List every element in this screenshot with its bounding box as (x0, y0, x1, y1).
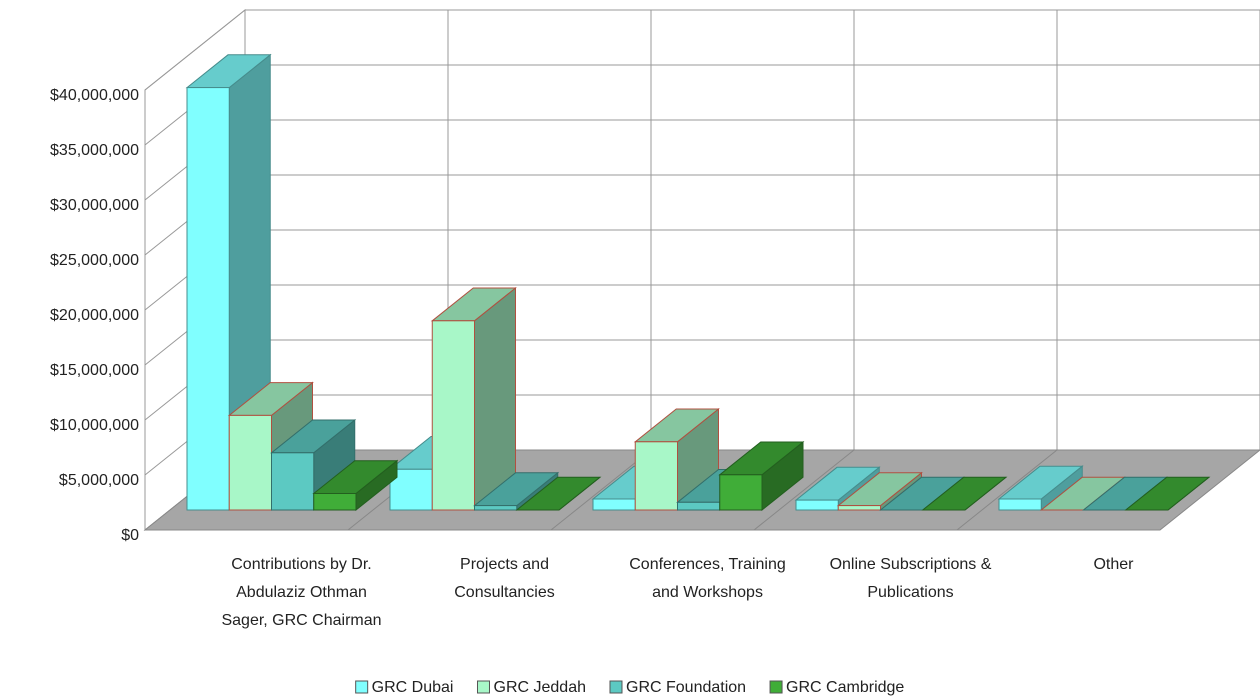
bar (312, 459, 399, 512)
y-tick-label: $40,000,000 (50, 87, 139, 104)
bar-front (431, 320, 475, 511)
legend-swatch (769, 680, 783, 694)
y-tick-label: $0 (121, 527, 139, 544)
floor-line (550, 449, 652, 531)
bar-front (677, 501, 721, 511)
bar (836, 471, 923, 512)
bar (515, 476, 602, 511)
y-tick-label: $25,000,000 (50, 252, 139, 269)
bar-front (795, 499, 839, 511)
x-tick-label: Online Subscriptions & Publications (829, 556, 992, 601)
bar (1124, 476, 1211, 511)
bar-front (186, 87, 230, 511)
x-tick-label: Other (1093, 556, 1134, 573)
grid-line (144, 9, 1260, 91)
y-tick-label: $10,000,000 (50, 417, 139, 434)
bar-top (1124, 476, 1211, 511)
bar-front (271, 452, 315, 511)
legend-label: GRC Cambridge (786, 679, 904, 696)
bar (921, 476, 1008, 511)
bar-front (998, 498, 1042, 511)
legend: GRC Dubai GRC Jeddah GRC Foundation GRC Cam… (355, 679, 904, 696)
bar-front (474, 505, 518, 511)
bar (718, 440, 805, 512)
x-tick-label: Contributions by Dr. Abdulaziz Othman Sa… (221, 556, 382, 629)
y-tick-label: $20,000,000 (50, 307, 139, 324)
y-tick-label: $5,000,000 (59, 472, 139, 489)
legend-swatch (476, 680, 490, 694)
floor-line (753, 449, 855, 531)
bar-front (313, 493, 357, 511)
bar (633, 407, 720, 512)
bar-front (228, 414, 272, 511)
bar-front (837, 505, 881, 511)
legend-swatch (609, 680, 623, 694)
y-tick-label: $15,000,000 (50, 362, 139, 379)
bar-front (592, 498, 636, 511)
legend-swatch (355, 680, 369, 694)
bar (997, 465, 1084, 512)
bar-top (515, 476, 602, 511)
x-tick-label: Projects and Consultancies (454, 556, 555, 601)
legend-label: GRC Jeddah (493, 679, 586, 696)
y-tick-label: $35,000,000 (50, 142, 139, 159)
legend-label: GRC Dubai (372, 679, 454, 696)
bar-front (719, 474, 763, 511)
x-tick-label: Conferences, Training and Workshops (629, 556, 786, 601)
bar-front (634, 441, 678, 511)
legend-label: GRC Foundation (626, 679, 746, 696)
bar-top (921, 476, 1008, 511)
floor-line (956, 449, 1058, 531)
bar-side (474, 286, 516, 512)
bar (430, 286, 517, 512)
y-tick-label: $30,000,000 (50, 197, 139, 214)
